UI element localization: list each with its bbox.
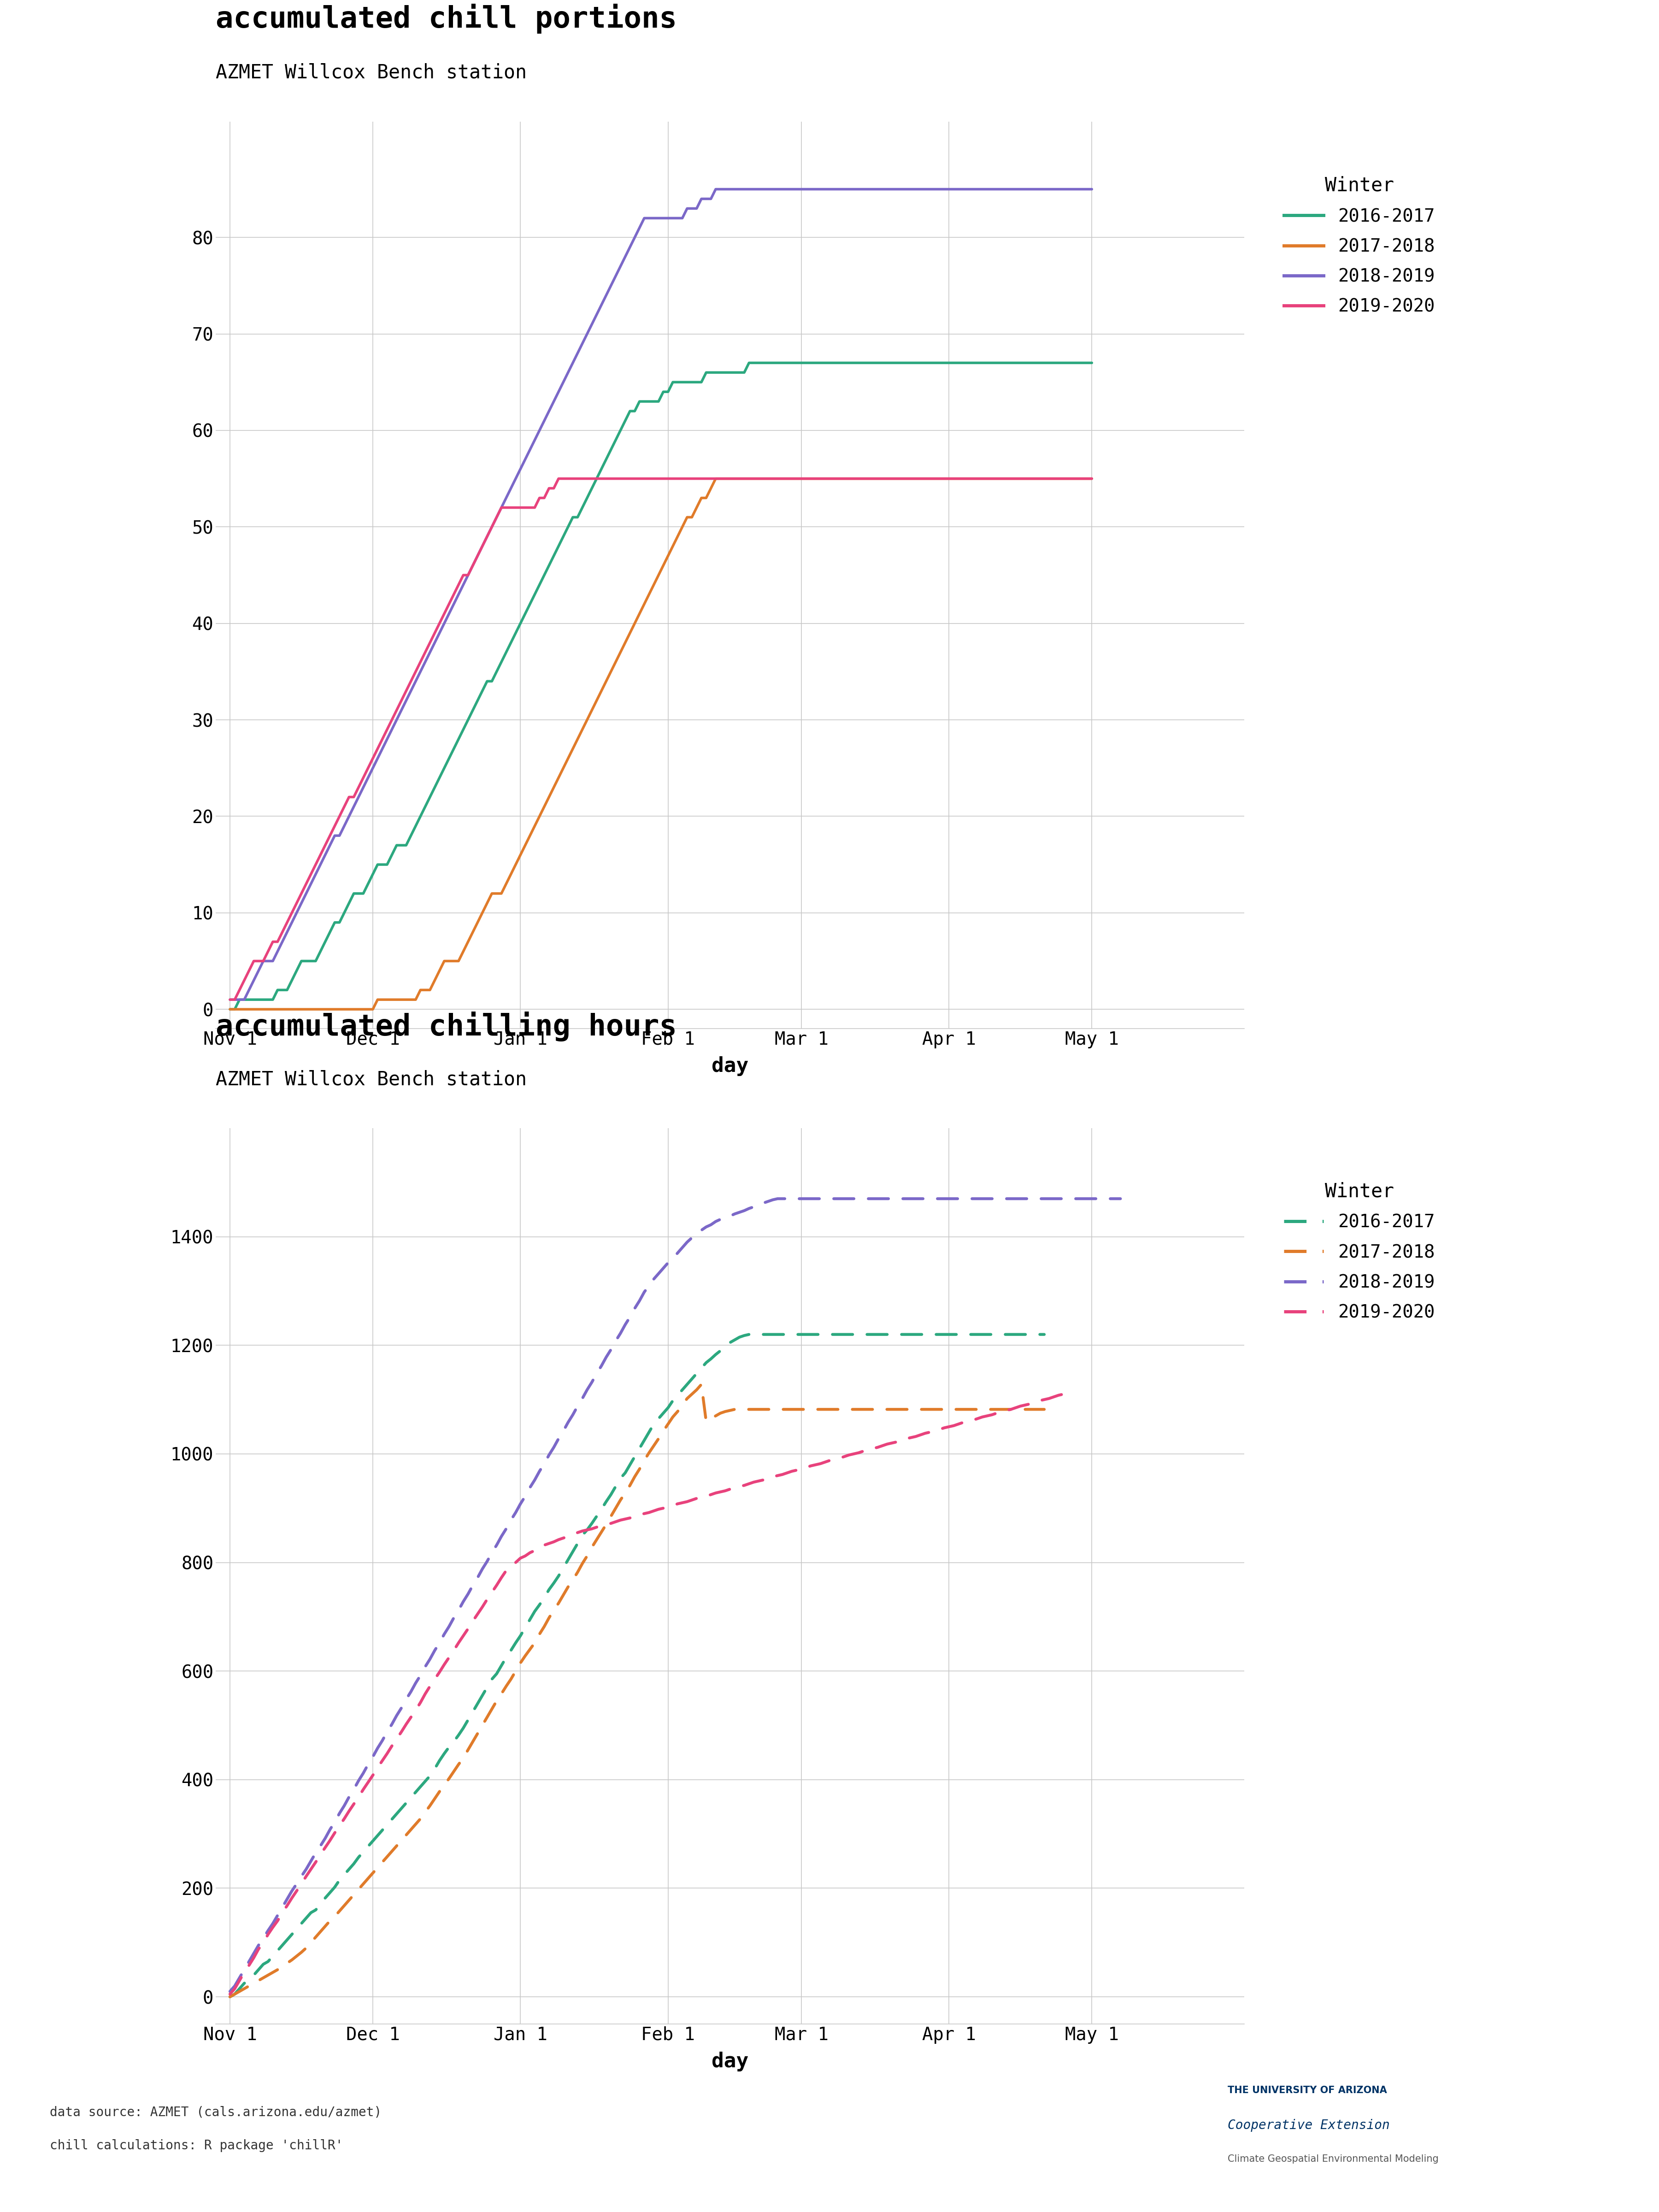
Text: accumulated chilling hours: accumulated chilling hours	[216, 1011, 677, 1042]
Legend: 2016-2017, 2017-2018, 2018-2019, 2019-2020: 2016-2017, 2017-2018, 2018-2019, 2019-20…	[1284, 177, 1435, 316]
Text: chill calculations: R package 'chillR': chill calculations: R package 'chillR'	[50, 2139, 343, 2152]
Text: Climate Geospatial Environmental Modeling: Climate Geospatial Environmental Modelin…	[1228, 2154, 1438, 2163]
Text: A: A	[1161, 2115, 1181, 2141]
Text: Cooperative Extension: Cooperative Extension	[1228, 2119, 1390, 2132]
Text: AZMET Willcox Bench station: AZMET Willcox Bench station	[216, 1071, 528, 1088]
Text: data source: AZMET (cals.arizona.edu/azmet): data source: AZMET (cals.arizona.edu/azm…	[50, 2106, 382, 2119]
Text: THE UNIVERSITY OF ARIZONA: THE UNIVERSITY OF ARIZONA	[1228, 2086, 1387, 2095]
X-axis label: day: day	[712, 2051, 748, 2070]
X-axis label: day: day	[712, 1055, 748, 1075]
Text: AZMET Willcox Bench station: AZMET Willcox Bench station	[216, 62, 528, 82]
Text: accumulated chill portions: accumulated chill portions	[216, 4, 677, 33]
Legend: 2016-2017, 2017-2018, 2018-2019, 2019-2020: 2016-2017, 2017-2018, 2018-2019, 2019-20…	[1284, 1181, 1435, 1321]
